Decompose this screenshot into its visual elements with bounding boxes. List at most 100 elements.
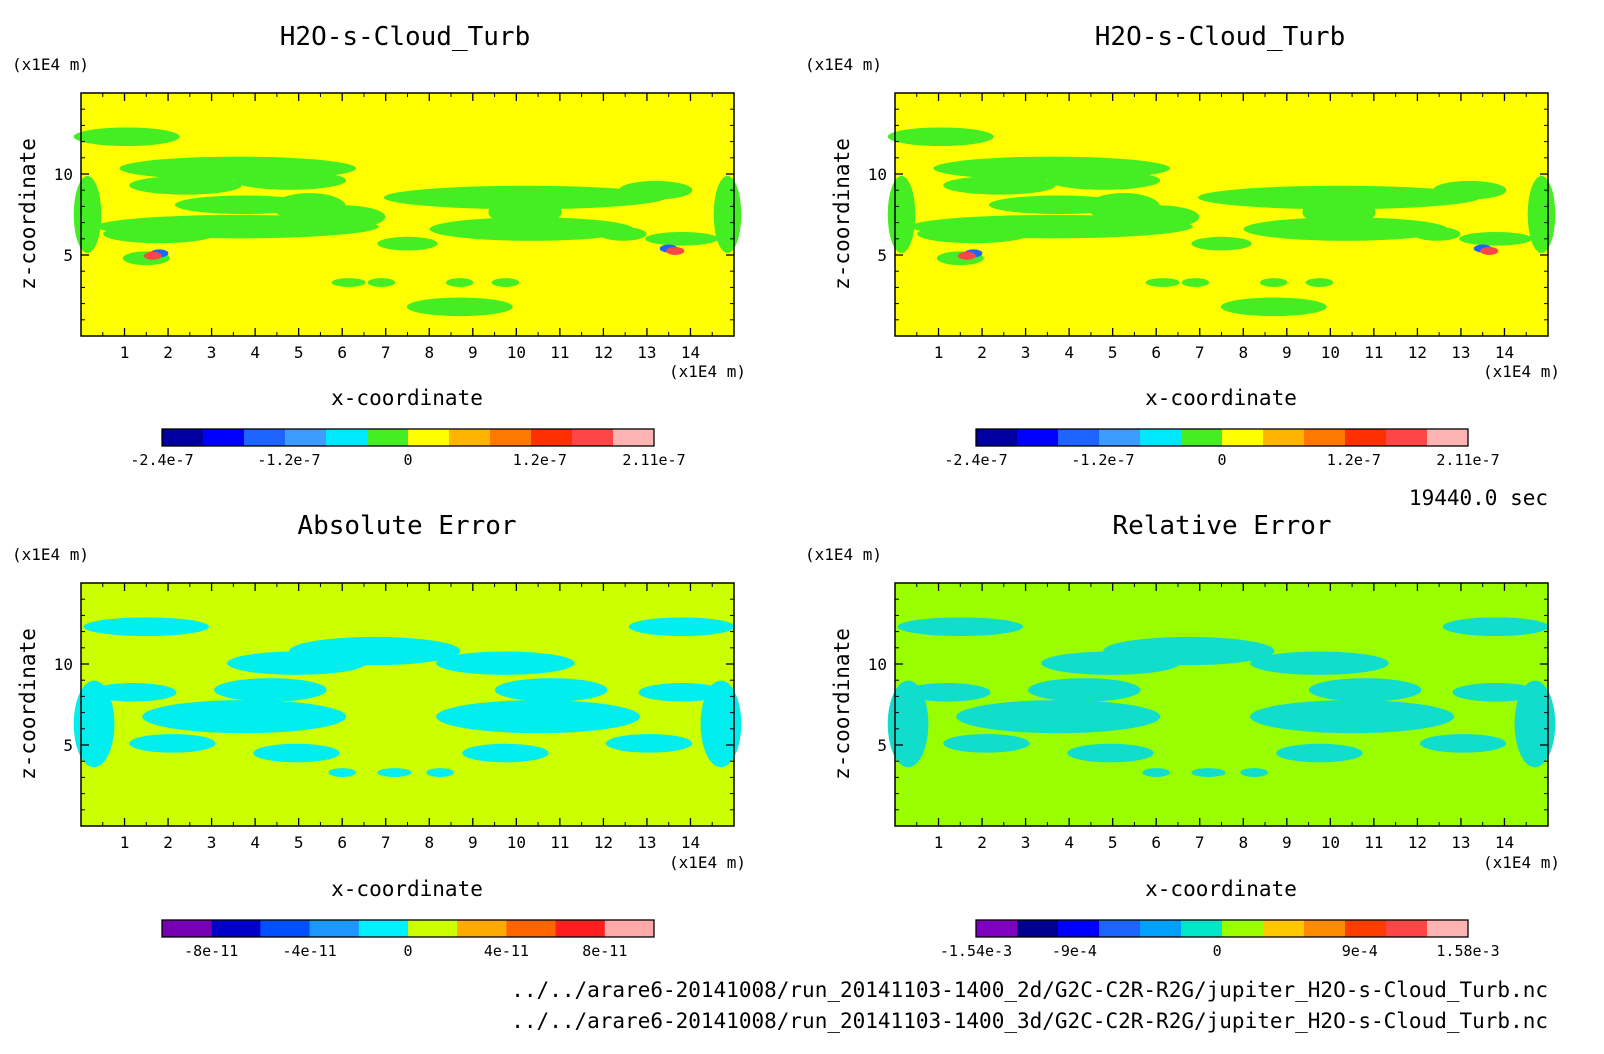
colorbar-swatch xyxy=(555,920,606,937)
contour-feature xyxy=(1047,171,1161,190)
colorbar-frame xyxy=(161,919,655,938)
y-unit-label: (x1E4 m) xyxy=(805,55,882,74)
x-tick-label: 7 xyxy=(1195,833,1205,852)
contour-feature xyxy=(1250,700,1455,734)
contour-feature xyxy=(943,176,1056,195)
colorbar-swatch xyxy=(1263,429,1305,446)
colorbar-swatch xyxy=(1181,429,1223,446)
y-axis-ticks: 5 10 xyxy=(868,108,1548,321)
colorbar-label: 2.11e-7 xyxy=(622,451,685,469)
colorbar-swatch xyxy=(1099,429,1141,446)
contour-feature xyxy=(445,278,474,287)
y-axis-label: z-coordinate xyxy=(16,628,40,780)
contour-feature xyxy=(605,734,693,753)
colorbar-swatch xyxy=(244,429,286,446)
colorbar-swatch xyxy=(367,429,409,446)
colorbar-swatch xyxy=(531,429,573,446)
x-axis-label: x-coordinate xyxy=(1145,877,1297,901)
contour-feature xyxy=(272,193,347,222)
contour-feature xyxy=(897,617,1024,637)
panel-top-left: H2O-s-Cloud_Turb (x1E4 m) 1 2 3 4 5 6 7 8 9 10 11 1… xyxy=(12,22,746,469)
y-tick-label: 5 xyxy=(877,246,887,265)
x-tick-label: 9 xyxy=(468,833,478,852)
contour-feature xyxy=(233,171,347,190)
contour-feature xyxy=(1103,636,1275,666)
x-tick-label: 1 xyxy=(120,343,130,362)
x-tick-label: 11 xyxy=(1364,343,1383,362)
contour-feature xyxy=(436,651,575,675)
x-tick-label: 13 xyxy=(1451,343,1470,362)
x-tick-label: 6 xyxy=(337,343,347,362)
colorbar-label: -1.2e-7 xyxy=(257,451,320,469)
colorbar: -2.4e-7 -1.2e-7 0 1.2e-7 2.11e-7 xyxy=(944,428,1500,469)
colorbar-swatch xyxy=(326,429,368,446)
colorbar-swatch xyxy=(1058,429,1100,446)
colorbar-swatch xyxy=(162,429,204,446)
colorbar-label: -2.4e-7 xyxy=(944,451,1007,469)
contour-feature xyxy=(406,297,513,317)
x-tick-label: 1 xyxy=(934,343,944,362)
colorbar-swatch xyxy=(408,429,450,446)
contour-feature xyxy=(331,278,366,287)
contour-feature xyxy=(1305,278,1334,287)
contour-feature xyxy=(700,680,742,768)
contour-feature xyxy=(1276,743,1363,763)
y-tick-label: 10 xyxy=(868,165,887,184)
x-axis-label: x-coordinate xyxy=(331,386,483,410)
extreme-core xyxy=(957,251,976,260)
panel-bottom-left: Absolute Error (x1E4 m) 1 2 3 4 5 6 7 8 9 10 11 12 1… xyxy=(12,511,746,960)
colorbar-swatch xyxy=(1222,429,1264,446)
contour-feature xyxy=(943,734,1030,753)
contour-feature xyxy=(129,734,216,753)
y-axis-label: z-coordinate xyxy=(830,628,854,780)
x-tick-label: 6 xyxy=(337,833,347,852)
y-axis-ticks: 5 10 xyxy=(868,598,1548,811)
contour-feature xyxy=(917,224,1030,244)
y-axis-ticks: 5 10 xyxy=(54,598,734,811)
colorbar-swatch xyxy=(1427,429,1469,446)
contour-feature xyxy=(1181,278,1210,287)
contour-feature xyxy=(1067,743,1154,763)
x-tick-label: 10 xyxy=(507,343,526,362)
colorbar-label: 1.58e-3 xyxy=(1436,942,1499,960)
contour-feature xyxy=(383,185,667,210)
x-tick-label: 12 xyxy=(1408,343,1427,362)
colorbar-swatch xyxy=(1386,429,1428,446)
contour-feature xyxy=(494,678,608,702)
contour-feature xyxy=(1259,278,1288,287)
colorbar-label: 4e-11 xyxy=(484,942,529,960)
colorbar-swatch xyxy=(408,920,458,937)
x-tick-label: 3 xyxy=(207,833,217,852)
colorbar-label: 9e-4 xyxy=(1342,942,1378,960)
contour-feature xyxy=(1086,193,1161,222)
x-tick-label: 11 xyxy=(550,833,569,852)
contour-feature xyxy=(1028,678,1141,702)
colorbar-swatch xyxy=(1140,920,1182,937)
x-tick-label: 8 xyxy=(1238,343,1248,362)
panel-title: H2O-s-Cloud_Turb xyxy=(280,22,530,52)
x-tick-label: 9 xyxy=(1282,833,1292,852)
contour-feature xyxy=(429,217,634,241)
x-tick-label: 2 xyxy=(163,343,173,362)
contour-feature xyxy=(253,743,340,763)
colorbar-label: 0 xyxy=(1217,451,1226,469)
contour-feature xyxy=(73,680,115,768)
contour-feature xyxy=(73,127,180,147)
contour-feature xyxy=(1191,236,1252,251)
contour-feature xyxy=(1302,197,1376,227)
colorbar-swatch xyxy=(1427,920,1469,937)
x-tick-label: 4 xyxy=(250,833,260,852)
contour-feature xyxy=(90,683,177,702)
contour-feature xyxy=(103,224,216,244)
panel-top-right: H2O-s-Cloud_Turb (x1E4 m) 1 2 3 4 5 6 7 8 9 10 11 1… xyxy=(805,22,1560,469)
footer-file-3d: ../../arare6-20141008/run_20141103-1400_… xyxy=(511,1009,1548,1033)
x-tick-label: 7 xyxy=(1195,343,1205,362)
contour-feature xyxy=(377,768,412,777)
x-unit-label: (x1E4 m) xyxy=(669,362,746,381)
x-tick-label: 9 xyxy=(1282,343,1292,362)
colorbar-frame xyxy=(161,428,655,447)
contour-feature xyxy=(1527,176,1556,253)
colorbar-label: -8e-11 xyxy=(184,942,238,960)
x-tick-label: 2 xyxy=(977,343,987,362)
